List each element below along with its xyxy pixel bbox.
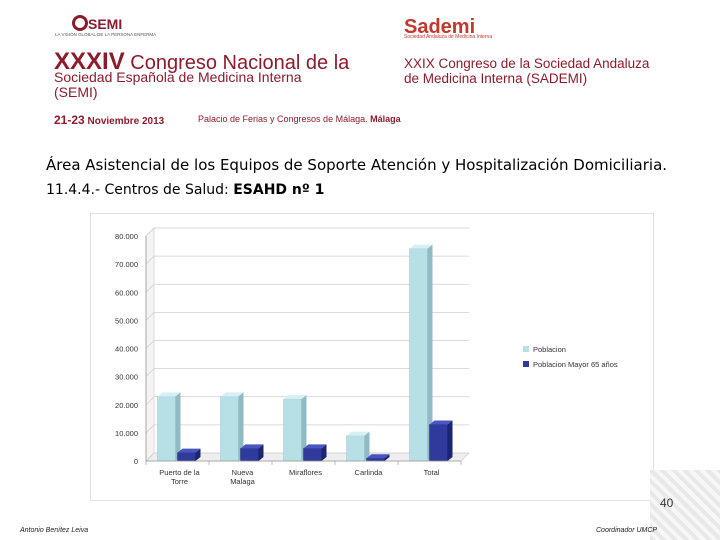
bar-mayor65-side — [195, 448, 201, 461]
legend-label: Poblacion Mayor 65 años — [533, 360, 618, 369]
y-gridline — [145, 340, 469, 349]
sademi-logo-subtitle: Sociedad Andaluza de Medicina Interna — [404, 34, 493, 40]
slide-heading: Área Asistencial de los Equipos de Sopor… — [46, 156, 668, 174]
footer-role: Coordinador UMCP — [596, 527, 658, 534]
semi-logo-text: SEMI — [88, 16, 123, 32]
bar-poblacion-top — [346, 431, 370, 436]
y-tick-label: 80.000 — [115, 232, 138, 241]
bar-poblacion-side — [301, 395, 307, 461]
left-title-line2: Sociedad Española de Medicina Interna — [54, 69, 302, 85]
semi-logo-icon — [72, 15, 88, 31]
bar-chart: 0 10.000 20.000 30.000 40.000 50.000 60.000 70.… — [115, 227, 618, 486]
y-gridline — [145, 424, 469, 434]
bar-mayor65-top — [177, 448, 201, 453]
bar-poblacion-side — [238, 392, 244, 461]
venue-text: Palacio de Ferias y Congresos de Málaga. — [198, 114, 368, 124]
y-gridline — [145, 283, 469, 293]
y-tick-label: 60.000 — [115, 288, 138, 297]
legend-label: Poblacion — [533, 345, 566, 354]
x-tick-label: Malaga — [230, 477, 255, 486]
y-gridline — [145, 396, 469, 406]
left-title-line3: (SEMI) — [54, 84, 98, 100]
subheading-prefix: 11.4.4.- Centros de Salud: — [46, 182, 234, 198]
bar-poblacion-top — [220, 392, 244, 397]
bar-poblacion-side — [427, 244, 433, 461]
venue-city: Málaga — [370, 114, 401, 124]
bar-mayor65 — [177, 452, 196, 462]
bar-mayor65-top — [429, 420, 453, 425]
bar-mayor65-top — [303, 444, 327, 449]
congress-date: 21-23 Noviembre 2013 — [54, 113, 164, 127]
x-tick-label: Torre — [171, 477, 188, 486]
x-tick-label: Nueva — [232, 468, 255, 477]
y-tick-label: 10.000 — [115, 429, 138, 438]
y-tick-label: 30.000 — [115, 373, 138, 382]
left-congress-subtitle: Sociedad Española de Medicina Interna (S… — [54, 70, 302, 100]
right-title-line2: de Medicina Interna (SADEMI) — [404, 71, 588, 86]
subheading-bold: ESAHD nº 1 — [233, 182, 325, 198]
corner-decoration — [650, 470, 720, 540]
y-tick-label: 40.000 — [115, 345, 138, 354]
bar-poblacion-top — [409, 244, 433, 249]
y-tick-label: 50.000 — [115, 316, 138, 325]
slide-subheading: 11.4.4.- Centros de Salud: ESAHD nº 1 — [46, 182, 324, 198]
bar-mayor65 — [240, 448, 259, 462]
bar-poblacion-side — [175, 392, 181, 461]
x-tick-label: Carlinda — [355, 468, 384, 477]
bar-mayor65-side — [321, 444, 327, 461]
page-number: 40 — [660, 496, 674, 510]
bar-poblacion — [409, 248, 428, 462]
y-tick-label: 0 — [134, 457, 138, 466]
bar-poblacion-side — [364, 431, 370, 461]
bar-mayor65 — [366, 457, 385, 462]
bar-poblacion — [283, 398, 302, 462]
left-congress-title: XXXIV Congreso Nacional de la — [54, 48, 349, 76]
bar-poblacion — [157, 396, 176, 462]
y-tick-label: 70.000 — [115, 260, 138, 269]
bar-poblacion — [220, 396, 239, 462]
bar-mayor65 — [429, 424, 448, 462]
date-days: 21-23 — [54, 113, 85, 127]
x-tick-label: Total — [424, 468, 440, 477]
left-roman-numeral: XXXIV — [54, 48, 125, 75]
y-gridline — [145, 255, 469, 265]
x-tick-label: Miraflores — [289, 468, 322, 477]
left-title-line1: Congreso Nacional de la — [130, 52, 350, 74]
y-tick-label: 20.000 — [115, 401, 138, 410]
bar-mayor65-side — [258, 444, 264, 461]
y-gridline — [145, 368, 469, 377]
y-gridline — [145, 227, 469, 237]
legend-swatch — [523, 361, 529, 367]
y-gridline — [145, 311, 469, 321]
date-month: Noviembre 2013 — [87, 116, 165, 127]
bar-poblacion — [346, 435, 365, 462]
sademi-logo-text: Sademi — [404, 16, 476, 38]
legend-swatch — [523, 346, 529, 352]
bar-mayor65-top — [240, 444, 264, 449]
bar-mayor65-side — [384, 454, 390, 461]
bar-mayor65-top — [366, 454, 390, 459]
right-title-line1: XXIX Congreso de la Sociedad Andaluza — [404, 56, 650, 71]
bar-mayor65 — [303, 448, 322, 462]
congress-venue: Palacio de Ferias y Congresos de Málaga.… — [198, 114, 401, 124]
chart-container: 0 10.000 20.000 30.000 40.000 50.000 60.000 70.… — [90, 213, 654, 501]
x-tick-label: Puerto de la — [159, 468, 200, 477]
footer-author: Antonio Benítez Leiva — [20, 527, 89, 534]
right-congress-title: XXIX Congreso de la Sociedad Andaluza de… — [404, 56, 649, 86]
bar-mayor65-side — [447, 420, 453, 461]
bar-poblacion-top — [157, 392, 181, 397]
semi-logo-subtitle: LA VISIÓN GLOBAL DE LA PERSONA ENFERMA — [55, 32, 157, 37]
bar-poblacion-top — [283, 395, 307, 400]
